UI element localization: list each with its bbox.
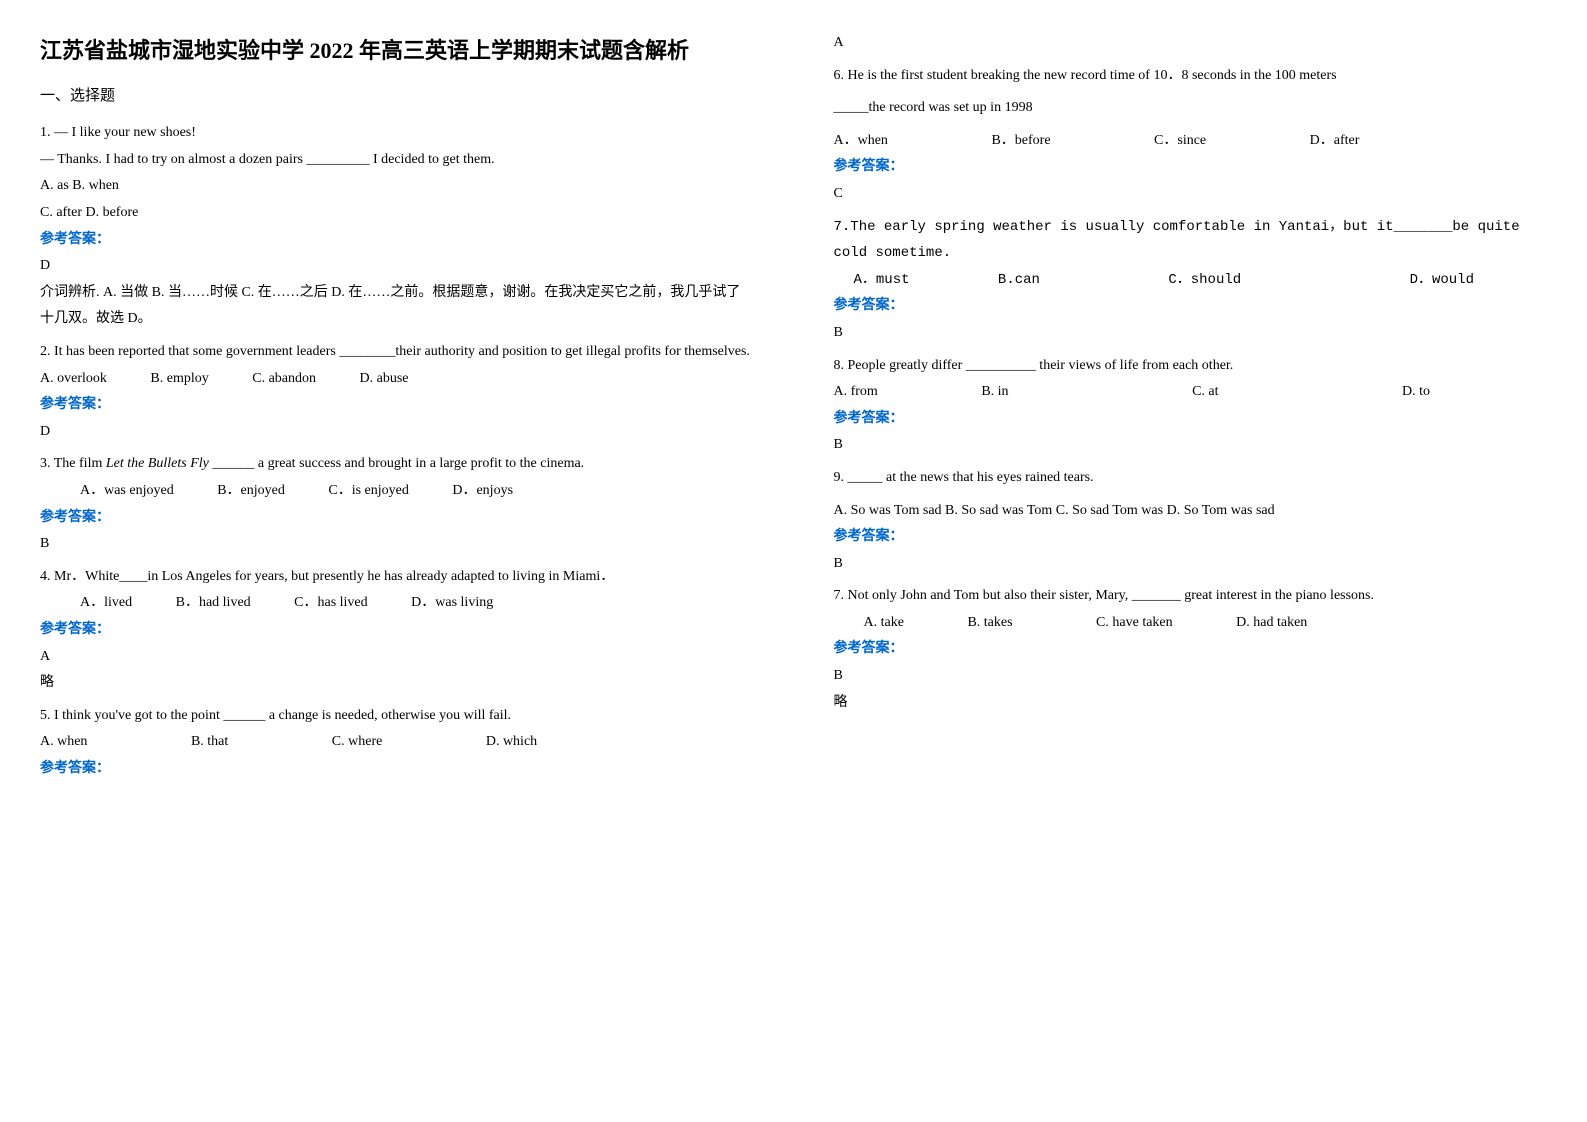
q2-opt-d: D. abuse xyxy=(360,371,409,386)
q5-stem: 5. I think you've got to the point _____… xyxy=(40,703,754,730)
q8-opts: A. from B. in C. at D. to xyxy=(834,379,1548,406)
q10-explain: 略 xyxy=(834,690,1548,717)
q10-stem: 7. Not only John and Tom but also their … xyxy=(834,583,1548,610)
right-column: A 6. He is the first student breaking th… xyxy=(794,0,1587,1122)
q1: 1. — I like your new shoes! — Thanks. I … xyxy=(40,120,754,333)
q4: 4. Mr．White____in Los Angeles for years,… xyxy=(40,564,754,697)
q10-opt-c: C. have taken xyxy=(1096,615,1173,630)
q5-answer-label: 参考答案： xyxy=(40,756,754,783)
q5-opt-c: C. where xyxy=(332,734,383,749)
q3-stem-2: ______ a great success and brought in a … xyxy=(209,456,584,471)
q7-opt-d: D．would xyxy=(1410,272,1474,288)
q6-answer-label: 参考答案： xyxy=(834,154,1548,181)
q5-answer: A xyxy=(834,30,1548,57)
q6-stem-1: 6. He is the first student breaking the … xyxy=(834,63,1548,90)
q5-opt-b: B. that xyxy=(191,734,228,749)
q2-answer: D xyxy=(40,419,754,446)
q1-answer: D xyxy=(40,253,754,280)
q10: 7. Not only John and Tom but also their … xyxy=(834,583,1548,716)
q1-opts-ab: A. as B. when xyxy=(40,173,754,200)
q3-stem: 3. The film Let the Bullets Fly ______ a… xyxy=(40,451,754,478)
q8-stem: 8. People greatly differ __________ thei… xyxy=(834,353,1548,380)
q7-answer: B xyxy=(834,320,1548,347)
q4-explain: 略 xyxy=(40,670,754,697)
q3-answer: B xyxy=(40,531,754,558)
q8-opt-b: B. in xyxy=(981,384,1008,399)
q4-opt-a: A．lived xyxy=(80,595,132,610)
q10-opts: A. take B. takes C. have taken D. had ta… xyxy=(834,610,1548,637)
q2-opt-a: A. overlook xyxy=(40,371,107,386)
q5: 5. I think you've got to the point _____… xyxy=(40,703,754,783)
section-head: 一、选择题 xyxy=(40,82,754,111)
q6-opt-b: B．before xyxy=(991,133,1050,148)
q3-stem-italic: Let the Bullets Fly xyxy=(106,456,209,471)
q4-opt-c: C．has lived xyxy=(294,595,368,610)
q7-opt-a: A．must xyxy=(854,272,910,288)
q8-opt-a: A. from xyxy=(834,384,878,399)
q8-opt-d: D. to xyxy=(1402,384,1430,399)
q3-opt-b: B．enjoyed xyxy=(217,483,285,498)
q2: 2. It has been reported that some govern… xyxy=(40,339,754,445)
q7: 7.The early spring weather is usually co… xyxy=(834,214,1548,294)
q2-opt-b: B. employ xyxy=(150,371,208,386)
q4-answer-label: 参考答案： xyxy=(40,617,754,644)
q5-opts: A. when B. that C. where D. which xyxy=(40,729,754,756)
q4-stem: 4. Mr．White____in Los Angeles for years,… xyxy=(40,564,754,591)
q9-stem: 9. _____ at the news that his eyes raine… xyxy=(834,465,1548,492)
q6-opts: A．when B．before C．since D．after xyxy=(834,128,1548,155)
q1-answer-label: 参考答案： xyxy=(40,227,754,254)
q6-opt-d: D．after xyxy=(1310,133,1360,148)
q3-stem-1: 3. The film xyxy=(40,456,106,471)
q3-opt-a: A．was enjoyed xyxy=(80,483,174,498)
q8-answer-label: 参考答案： xyxy=(834,406,1548,433)
q9: 9. _____ at the news that his eyes raine… xyxy=(834,465,1548,577)
q4-opt-d: D．was living xyxy=(411,595,493,610)
doc-title: 江苏省盐城市湿地实验中学 2022 年高三英语上学期期末试题含解析 xyxy=(40,30,754,72)
q10-opt-d: D. had taken xyxy=(1236,615,1307,630)
q10-answer-label: 参考答案： xyxy=(834,636,1548,663)
q1-line1: 1. — I like your new shoes! xyxy=(40,120,754,147)
q8-opt-c: C. at xyxy=(1192,384,1218,399)
q2-stem: 2. It has been reported that some govern… xyxy=(40,339,754,366)
q8: 8. People greatly differ __________ thei… xyxy=(834,353,1548,459)
q3-opt-c: C．is enjoyed xyxy=(328,483,409,498)
q9-answer: B xyxy=(834,551,1548,578)
page: 江苏省盐城市湿地实验中学 2022 年高三英语上学期期末试题含解析 一、选择题 … xyxy=(0,0,1587,1122)
q10-answer: B xyxy=(834,663,1548,690)
q10-opt-b: B. takes xyxy=(967,615,1012,630)
q5-opt-a: A. when xyxy=(40,734,87,749)
q1-opts-cd: C. after D. before xyxy=(40,200,754,227)
q2-opts: A. overlook B. employ C. abandon D. abus… xyxy=(40,366,754,393)
q4-opt-b: B．had lived xyxy=(176,595,251,610)
left-column: 江苏省盐城市湿地实验中学 2022 年高三英语上学期期末试题含解析 一、选择题 … xyxy=(0,0,794,1122)
q6-opt-c: C．since xyxy=(1154,133,1206,148)
q4-opts: A．lived B．had lived C．has lived D．was li… xyxy=(40,590,754,617)
q7-answer-label: 参考答案： xyxy=(834,293,1548,320)
q7-opts: A．must B.can C．should D．would xyxy=(834,267,1548,294)
q7-stem: 7.The early spring weather is usually co… xyxy=(834,214,1548,267)
q7-opt-c: C．should xyxy=(1168,272,1241,288)
q6-stem-2: _____the record was set up in 1998 xyxy=(834,95,1548,122)
q1-line2: — Thanks. I had to try on almost a dozen… xyxy=(40,147,754,174)
q10-opt-a: A. take xyxy=(864,615,904,630)
q9-opts: A. So was Tom sad B. So sad was Tom C. S… xyxy=(834,498,1548,525)
q3-answer-label: 参考答案： xyxy=(40,505,754,532)
q9-answer-label: 参考答案： xyxy=(834,524,1548,551)
q1-explain: 介词辨析. A. 当做 B. 当……时候 C. 在……之后 D. 在……之前。根… xyxy=(40,280,754,333)
q3-opts: A．was enjoyed B．enjoyed C．is enjoyed D．e… xyxy=(40,478,754,505)
q4-answer: A xyxy=(40,644,754,671)
q3: 3. The film Let the Bullets Fly ______ a… xyxy=(40,451,754,557)
q2-answer-label: 参考答案： xyxy=(40,392,754,419)
q7-opt-b: B.can xyxy=(998,272,1040,288)
q6-answer: C xyxy=(834,181,1548,208)
q3-opt-d: D．enjoys xyxy=(452,483,513,498)
q8-answer: B xyxy=(834,432,1548,459)
q6: 6. He is the first student breaking the … xyxy=(834,63,1548,208)
q5-opt-d: D. which xyxy=(486,734,537,749)
q2-opt-c: C. abandon xyxy=(252,371,316,386)
q6-opt-a: A．when xyxy=(834,133,888,148)
